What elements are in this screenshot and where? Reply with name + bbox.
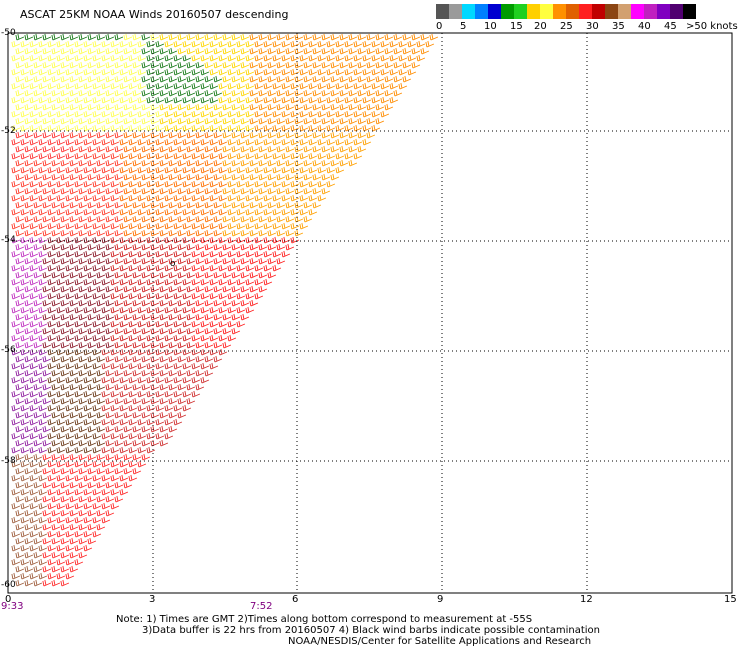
x-tick-label: 3 [149,594,156,605]
colorbar-segment [657,4,670,19]
x-tick-label: 9 [437,594,444,605]
note-line-3: NOAA/NESDIS/Center for Satellite Applica… [288,636,592,647]
colorbar-segment [631,4,644,19]
colorbar-label: 45 [664,21,677,32]
colorbar-segment [488,4,501,19]
y-tick-label: -54 [1,235,16,245]
y-tick-label: -50 [1,28,16,38]
x-tick-label: 0 [5,594,12,605]
y-tick-label: -58 [1,456,16,466]
colorbar-segment [644,4,657,19]
colorbar-label: 15 [510,21,523,32]
colorbar-segment [540,4,553,19]
colorbar-segment [618,4,631,19]
colorbar-segment [475,4,488,19]
colorbar-label: 30 [586,21,599,32]
map-grid [8,33,732,593]
colorbar-segment [579,4,592,19]
colorbar-segment [592,4,605,19]
map-frame [7,32,733,594]
note-line-2: 3)Data buffer is 22 hrs from 20160507 4)… [142,625,600,636]
contamination-marker: o [170,259,176,269]
time-label: 9:33 [1,601,24,612]
colorbar-segment [605,4,618,19]
colorbar-segment [553,4,566,19]
y-tick-label: -56 [1,345,16,355]
colorbar-label: 5 [460,21,467,32]
colorbar-segment [449,4,462,19]
map-title: ASCAT 25KM NOAA Winds 20160507 descendin… [20,8,289,21]
note-line-1: Note: 1) Times are GMT 2)Times along bot… [116,614,533,625]
colorbar-segment [527,4,540,19]
colorbar-label: 40 [638,21,651,32]
colorbar-label: 25 [560,21,573,32]
y-tick-label: -60 [1,580,16,590]
colorbar-label: >50 knots [686,21,738,32]
wind-speed-colorbar [436,4,696,19]
x-tick-label: 12 [580,594,593,605]
colorbar-segment [501,4,514,19]
x-tick-label: 6 [292,594,299,605]
colorbar-label: 20 [534,21,547,32]
colorbar-label: 0 [436,21,443,32]
wind-barbs-layer [11,33,439,587]
colorbar-label: 10 [484,21,497,32]
colorbar-segment [670,4,683,19]
colorbar-segment [683,4,696,19]
colorbar-segment [462,4,475,19]
y-tick-label: -52 [1,126,16,136]
colorbar-segment [514,4,527,19]
colorbar-segment [436,4,449,19]
colorbar-labels: 0 5 10 15 20 25 30 35 40 45 >50 knots [436,21,738,35]
colorbar-segment [566,4,579,19]
colorbar-label: 35 [612,21,625,32]
time-label: 7:52 [250,601,273,612]
x-tick-label: 15 [724,594,737,605]
